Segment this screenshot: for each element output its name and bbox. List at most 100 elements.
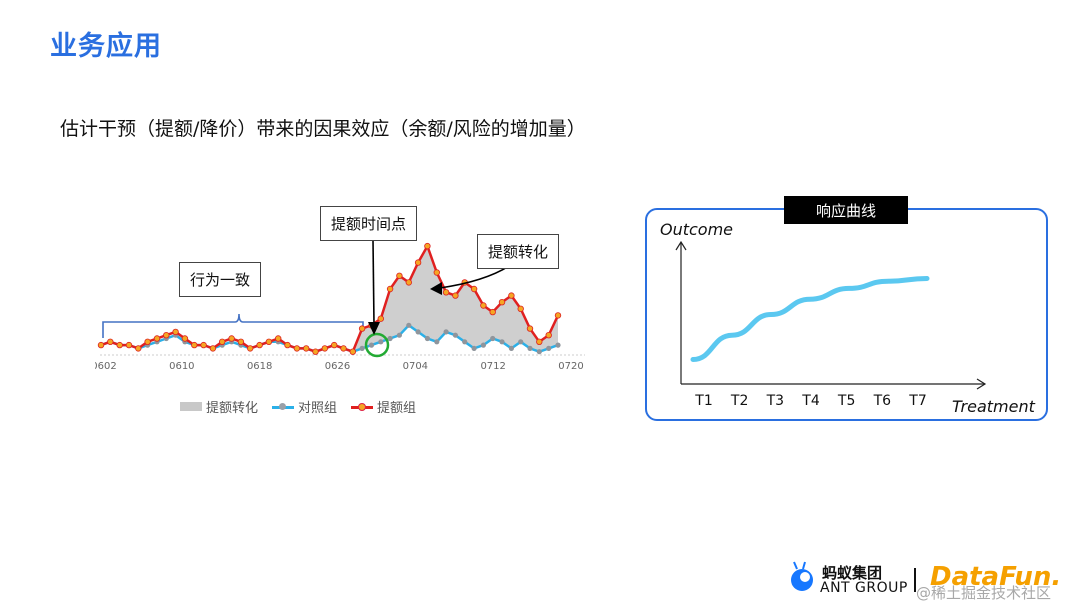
control-point — [508, 345, 514, 351]
control-point — [555, 342, 561, 348]
treatment-point — [256, 341, 263, 349]
treatment-tick-label: T3 — [766, 393, 784, 409]
treatment-point — [116, 341, 123, 349]
x-tick-label: 0626 — [325, 361, 350, 372]
page-title: 业务应用 — [50, 31, 162, 62]
ant-logo-icon — [791, 561, 813, 591]
treatment-point — [554, 312, 562, 319]
x-axis-label: Treatment — [952, 397, 1035, 416]
treatment-tick-label: T7 — [908, 393, 926, 409]
treatment-point — [396, 272, 403, 279]
treatment-point — [340, 345, 347, 352]
x-tick-label: 0704 — [403, 361, 428, 372]
control-point — [396, 332, 402, 338]
datafun-logo: DataFun. — [930, 562, 1062, 592]
treatment-tick-label: T2 — [730, 393, 748, 409]
treatment-point — [144, 338, 151, 345]
control-point — [518, 339, 524, 345]
treatment-point — [172, 328, 179, 336]
control-point — [480, 342, 486, 348]
treatment-point — [545, 331, 552, 339]
treatment-point — [135, 345, 142, 352]
treatment-tick-label: T6 — [873, 393, 892, 409]
x-tick-label: 0602 — [95, 361, 117, 372]
treatment-point — [125, 341, 133, 349]
x-tick-label: 0720 — [558, 361, 583, 372]
legend-swatch-area — [180, 402, 202, 411]
treatment-point — [349, 348, 356, 355]
logo-divider — [914, 568, 916, 592]
control-point — [546, 345, 552, 351]
response-curve-chart: T1 T2 T3 T4 T5 T6 T7 — [675, 240, 987, 409]
control-point — [406, 322, 412, 328]
control-point — [424, 335, 430, 342]
conversion-area — [352, 246, 558, 352]
control-point — [415, 329, 421, 335]
control-point — [387, 335, 393, 342]
control-point — [527, 345, 533, 351]
arrow-head-conversion — [430, 282, 442, 295]
treatment-point — [302, 345, 310, 352]
control-point — [368, 342, 375, 348]
legend-item-control: 对照组 — [272, 397, 337, 416]
treatment-point — [163, 331, 170, 339]
control-point — [359, 345, 365, 351]
treatment-point — [321, 345, 328, 352]
treatment-point — [209, 345, 217, 352]
treatment-point — [526, 325, 534, 332]
treatment-point — [498, 298, 506, 306]
control-point — [536, 349, 542, 355]
control-point — [378, 339, 384, 345]
ant-group-en: ANT GROUP — [820, 580, 908, 596]
treatment-point — [442, 289, 450, 296]
legend-swatch-treatment — [351, 401, 374, 413]
callout-credit-time: 提额时间点 — [320, 206, 418, 241]
treatment-point — [517, 305, 524, 312]
subtitle: 估计干预（提额/降价）带来的因果效应（余额/风险的增加量） — [60, 118, 586, 140]
x-axis-arrow — [976, 378, 987, 390]
x-tick-label: 0712 — [480, 361, 505, 372]
treatment-point — [424, 242, 431, 250]
arrow-head-credit-time — [368, 322, 380, 335]
control-point — [490, 335, 496, 342]
legend-label-control: 对照组 — [298, 401, 338, 416]
watermark: @稀土掘金技术社区 — [916, 584, 1052, 602]
control-point — [471, 345, 477, 351]
control-point — [434, 339, 440, 345]
chart-legend: 提额转化 对照组 提额组 — [180, 397, 416, 416]
response-curve-line — [690, 276, 930, 362]
x-tick-label: 0618 — [247, 361, 272, 372]
intervention-circle — [364, 332, 390, 358]
ant-group-cn: 蚂蚁集团 — [822, 564, 883, 582]
treatment-point — [284, 341, 291, 349]
treatment-point — [228, 335, 235, 342]
treatment-point — [218, 338, 226, 345]
treatment-point — [200, 341, 207, 349]
control-point — [462, 339, 468, 345]
treatment-point — [274, 335, 282, 342]
treatment-point — [97, 341, 105, 349]
treatment-point — [480, 302, 487, 309]
consistent-brace — [102, 313, 364, 338]
treatment-point — [386, 285, 394, 293]
treatment-point — [377, 315, 384, 322]
treatment-point — [107, 338, 114, 345]
treatment-point — [489, 308, 496, 316]
treatment-point — [330, 341, 338, 349]
treatment-tick-label: T5 — [837, 393, 855, 409]
causal-effect-chart: 0602 0610 0618 0626 0704 0712 0720 — [95, 239, 585, 372]
legend-label-conversion: 提额转化 — [206, 401, 259, 416]
treatment-point — [508, 292, 515, 299]
treatment-tick-label: T1 — [694, 393, 712, 409]
x-tick-label: 0610 — [169, 361, 194, 372]
treatment-point — [405, 279, 412, 286]
treatment-point — [414, 259, 422, 266]
legend-item-treatment: 提额组 — [351, 397, 416, 416]
y-axis-label: Outcome — [660, 220, 734, 239]
legend-swatch-control — [272, 401, 295, 413]
treatment-point — [433, 269, 440, 276]
response-curve-title: 响应曲线 — [784, 196, 908, 224]
treatment-point — [265, 338, 273, 345]
legend-item-conversion: 提额转化 — [180, 397, 258, 416]
control-point — [499, 339, 505, 345]
